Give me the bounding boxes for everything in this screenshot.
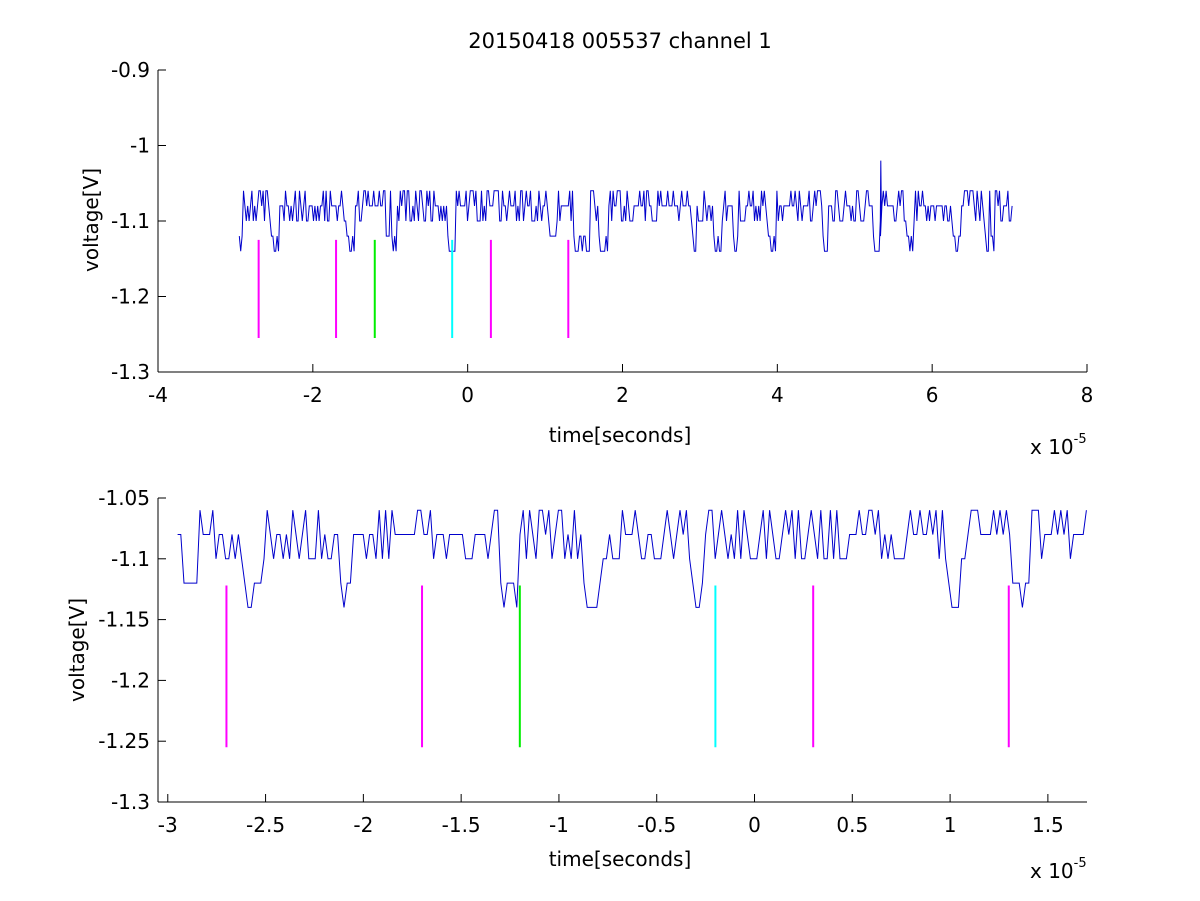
top-y-tick-label: -1.1 [111, 209, 150, 233]
axes-top: -4 -2 0 2 4 6 8 -1.3 -1.2 -1.1 -1 -0.9 time[seconds… [79, 58, 1093, 459]
top-x-tick-label: 8 [1081, 383, 1094, 407]
top-x-tick-label: 0 [461, 383, 474, 407]
top-y-axis-label: voltage[V] [79, 168, 103, 272]
top-x-tick-label: 6 [926, 383, 939, 407]
top-y-tick-label: -1.2 [111, 285, 150, 309]
bottom-x-tick-label: 0 [748, 813, 761, 837]
bottom-y-tick-label: -1.05 [98, 486, 150, 510]
bottom-signal-group [177, 509, 1087, 608]
top-x-axis-label: time[seconds] [549, 423, 692, 447]
bottom-x-tick-label: -0.5 [637, 813, 676, 837]
top-ticks-group: -4 -2 0 2 4 6 8 -1.3 -1.2 -1.1 -1 -0.9 [111, 58, 1093, 407]
bottom-x-tick-label: -1 [549, 813, 569, 837]
bottom-x-tick-label: 1.5 [1032, 813, 1064, 837]
top-x-tick-label: 4 [771, 383, 784, 407]
bottom-markers-group [225, 585, 1010, 748]
bottom-x-tick-label: 1 [944, 813, 957, 837]
top-x-exponent-power: -5 [1074, 432, 1087, 447]
bottom-y-axis-label: voltage[V] [65, 598, 89, 702]
bottom-y-tick-label: -1.2 [111, 668, 150, 692]
bottom-x-exponent: x 10-5 [1030, 856, 1087, 883]
top-signal-trace [238, 160, 1013, 252]
top-x-tick-label: -4 [148, 383, 168, 407]
bottom-x-tick-label: -2.5 [246, 813, 285, 837]
axes-bottom: -3 -2.5 -2 -1.5 -1 -0.5 0 0.5 1 1.5 -1.3 -1.25 -1.2 -… [65, 486, 1087, 883]
bottom-y-tick-label: -1.3 [111, 790, 150, 814]
bottom-x-tick-label: -2 [353, 813, 373, 837]
chart-title: 20150418 005537 channel 1 [468, 29, 772, 53]
bottom-y-tick-label: -1.25 [98, 729, 150, 753]
bottom-y-tick-label: -1.1 [111, 547, 150, 571]
bottom-x-exponent-base: x 10 [1030, 859, 1074, 883]
top-signal-group [238, 160, 1013, 252]
bottom-x-axis-label: time[seconds] [549, 847, 692, 871]
top-x-tick-label: 2 [616, 383, 629, 407]
bottom-ticks-group: -3 -2.5 -2 -1.5 -1 -0.5 0 0.5 1 1.5 -1.3 -1.25 -1.2 -… [98, 486, 1064, 837]
top-markers-group [257, 239, 570, 339]
top-x-exponent-base: x 10 [1030, 435, 1074, 459]
top-x-exponent: x 10-5 [1030, 432, 1087, 459]
top-x-tick-label: -2 [303, 383, 323, 407]
bottom-x-tick-label: 0.5 [836, 813, 868, 837]
top-y-tick-label: -1 [130, 134, 150, 158]
bottom-signal-trace [177, 509, 1087, 608]
bottom-y-tick-label: -1.15 [98, 608, 150, 632]
bottom-x-exponent-power: -5 [1074, 856, 1087, 871]
top-y-tick-label: -1.3 [111, 360, 150, 384]
bottom-x-tick-label: -3 [158, 813, 178, 837]
bottom-x-tick-label: -1.5 [442, 813, 481, 837]
top-y-tick-label: -0.9 [111, 58, 150, 82]
